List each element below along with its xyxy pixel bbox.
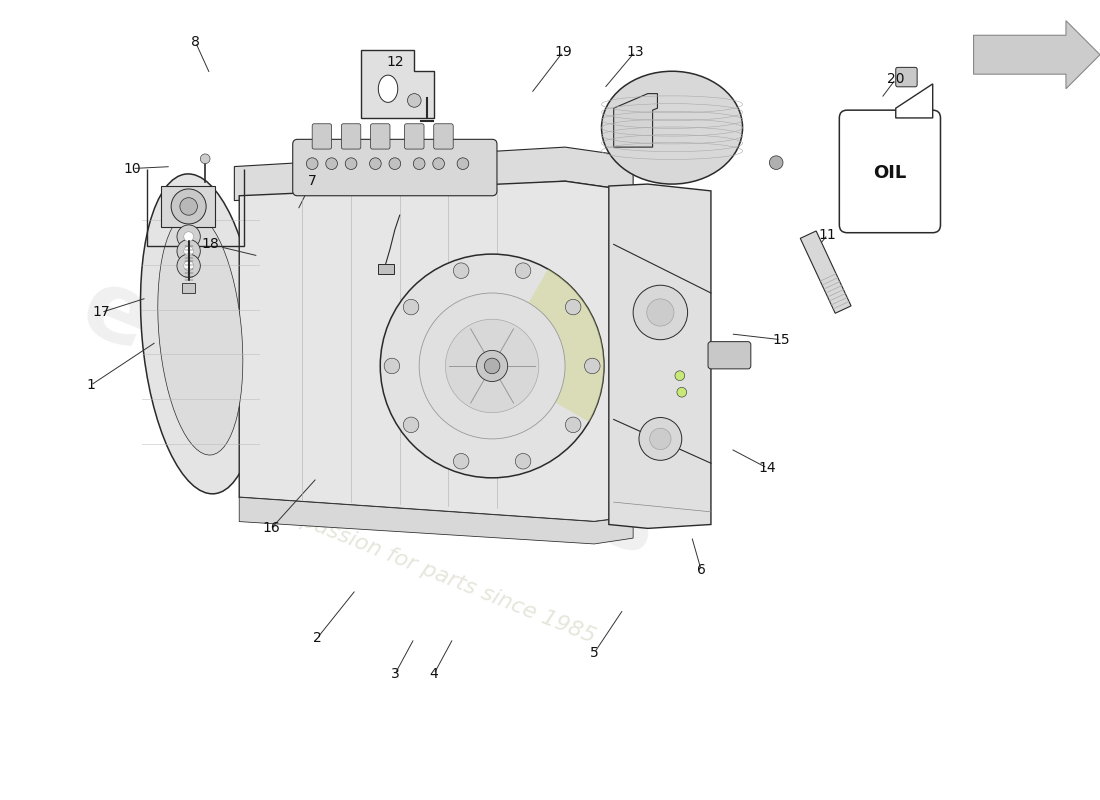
Circle shape <box>184 232 194 242</box>
Text: 11: 11 <box>818 228 836 242</box>
Circle shape <box>432 158 444 170</box>
FancyBboxPatch shape <box>312 124 331 149</box>
Text: 17: 17 <box>92 306 110 319</box>
Circle shape <box>565 299 581 315</box>
Text: 12: 12 <box>386 54 404 69</box>
Circle shape <box>634 286 688 340</box>
FancyBboxPatch shape <box>708 342 751 369</box>
Circle shape <box>453 263 469 278</box>
Circle shape <box>675 371 684 381</box>
Circle shape <box>647 299 674 326</box>
Circle shape <box>404 417 419 433</box>
Text: 5: 5 <box>590 646 598 660</box>
Circle shape <box>384 358 399 374</box>
Circle shape <box>584 358 601 374</box>
Wedge shape <box>492 269 604 422</box>
Circle shape <box>184 246 194 256</box>
Bar <box>378 264 394 274</box>
Circle shape <box>407 94 421 107</box>
FancyBboxPatch shape <box>405 124 424 149</box>
Circle shape <box>458 158 469 170</box>
Circle shape <box>404 299 419 315</box>
FancyBboxPatch shape <box>433 124 453 149</box>
Text: OIL: OIL <box>873 164 906 182</box>
Text: 7: 7 <box>308 174 317 188</box>
Circle shape <box>306 158 318 170</box>
Ellipse shape <box>602 71 742 184</box>
Polygon shape <box>361 50 433 118</box>
Polygon shape <box>614 94 658 147</box>
Text: 14: 14 <box>759 461 777 475</box>
Text: 20: 20 <box>887 72 904 86</box>
Circle shape <box>446 319 539 413</box>
Circle shape <box>476 350 508 382</box>
Ellipse shape <box>378 75 398 102</box>
FancyBboxPatch shape <box>839 110 940 233</box>
FancyBboxPatch shape <box>895 67 917 87</box>
Circle shape <box>177 239 200 263</box>
Bar <box>182 283 196 293</box>
Circle shape <box>177 225 200 248</box>
FancyBboxPatch shape <box>371 124 390 149</box>
Polygon shape <box>895 84 933 118</box>
Text: 18: 18 <box>201 238 219 251</box>
Bar <box>162 186 214 227</box>
Circle shape <box>172 189 206 224</box>
Circle shape <box>565 417 581 433</box>
Polygon shape <box>239 498 634 544</box>
Circle shape <box>515 263 531 278</box>
Polygon shape <box>234 147 634 201</box>
Circle shape <box>345 158 356 170</box>
Circle shape <box>515 454 531 469</box>
Polygon shape <box>239 181 634 522</box>
Circle shape <box>184 261 194 270</box>
Circle shape <box>453 454 469 469</box>
Text: 16: 16 <box>263 522 280 535</box>
Circle shape <box>484 358 499 374</box>
Text: 2: 2 <box>312 631 321 646</box>
Text: 15: 15 <box>772 333 790 346</box>
Circle shape <box>180 198 197 215</box>
FancyBboxPatch shape <box>341 124 361 149</box>
Text: 13: 13 <box>626 45 644 58</box>
Circle shape <box>381 254 604 478</box>
Polygon shape <box>608 184 711 528</box>
Circle shape <box>676 387 686 397</box>
Circle shape <box>639 418 682 460</box>
Text: 4: 4 <box>429 667 438 682</box>
Text: 10: 10 <box>123 162 141 175</box>
Circle shape <box>177 254 200 278</box>
Text: 8: 8 <box>191 35 200 49</box>
FancyBboxPatch shape <box>293 139 497 196</box>
Text: 1: 1 <box>86 378 95 393</box>
Circle shape <box>389 158 400 170</box>
Circle shape <box>370 158 382 170</box>
Circle shape <box>769 156 783 170</box>
Polygon shape <box>801 231 851 314</box>
Ellipse shape <box>141 174 260 494</box>
Ellipse shape <box>157 213 243 455</box>
Circle shape <box>326 158 338 170</box>
Polygon shape <box>974 21 1100 89</box>
Text: a passion for parts since 1985: a passion for parts since 1985 <box>279 502 598 647</box>
Circle shape <box>414 158 425 170</box>
Circle shape <box>419 293 565 439</box>
Circle shape <box>650 428 671 450</box>
Text: 19: 19 <box>554 45 572 58</box>
Text: eurospares: eurospares <box>68 262 673 578</box>
Circle shape <box>200 154 210 164</box>
Text: 3: 3 <box>390 667 399 682</box>
Text: 6: 6 <box>696 563 706 578</box>
